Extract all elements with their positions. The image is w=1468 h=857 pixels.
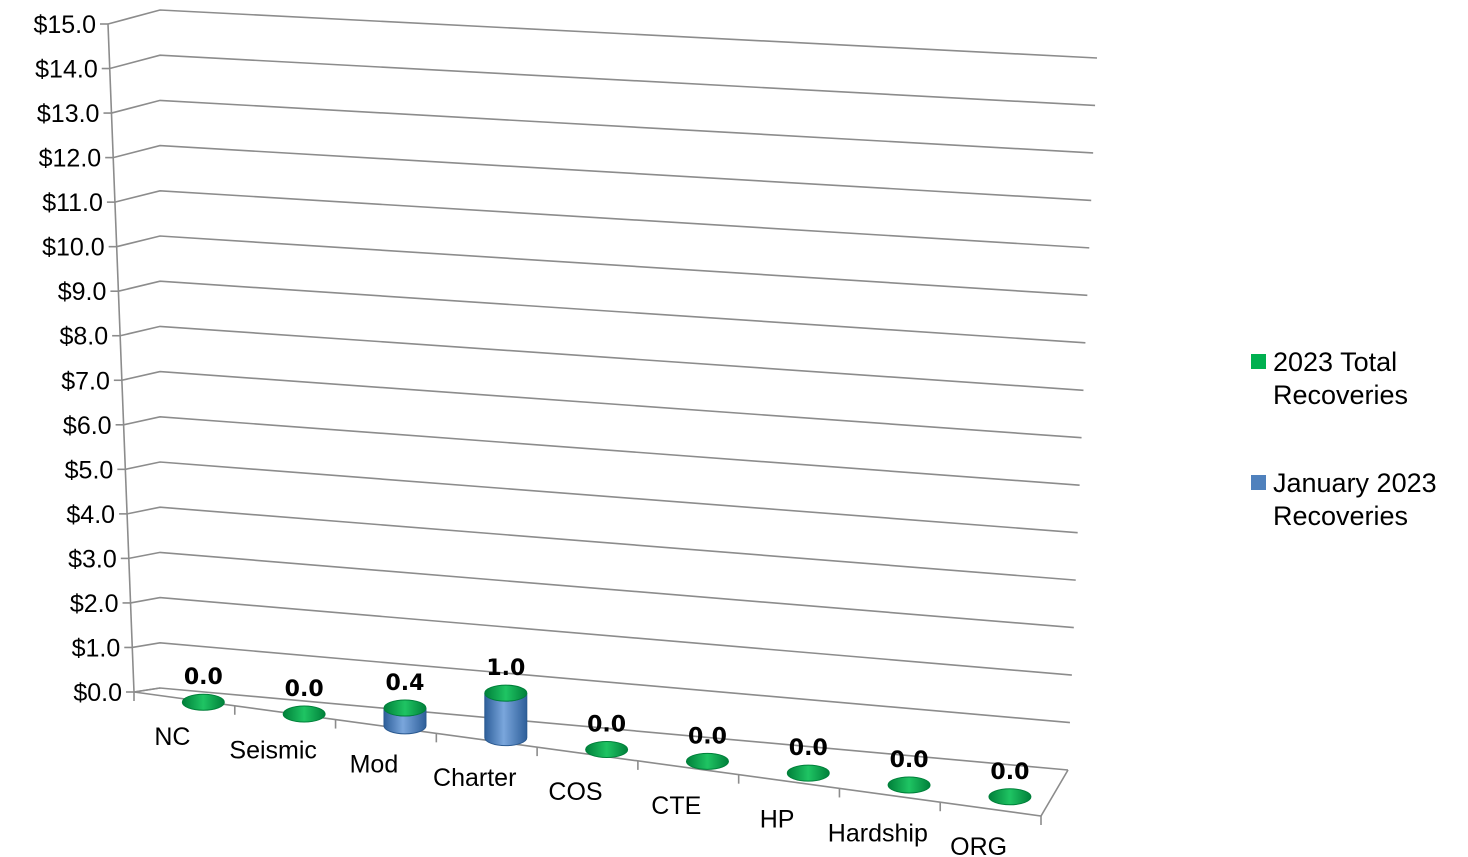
x-category-label: COS (548, 778, 602, 806)
x-category-label: Mod (350, 750, 399, 778)
legend-swatch (1251, 354, 1266, 369)
data-label: 0.0 (285, 677, 324, 702)
y-axis-line (107, 23, 135, 693)
data-label: 0.0 (789, 736, 828, 761)
data-label: 0.4 (385, 671, 424, 696)
gridline (119, 325, 1084, 392)
bar-top-2023-total-recoveries (484, 684, 528, 702)
gridline (130, 596, 1072, 676)
data-label: 0.0 (890, 748, 929, 773)
y-tick-label: $14.0 (35, 56, 98, 84)
gridline (109, 54, 1096, 107)
data-labels: 0.0 0.0 0.4 1.0 0.0 0.0 0.0 0.0 0.0 (184, 656, 1030, 785)
y-tick-label: $9.0 (58, 278, 107, 306)
y-tick-label: $2.0 (70, 590, 119, 618)
x-category-label: Hardship (828, 819, 928, 847)
data-label: 0.0 (990, 760, 1029, 785)
bar-2023-total-recoveries (988, 788, 1032, 806)
x-category-label: CTE (651, 792, 701, 820)
legend-label: 2023 Total (1273, 347, 1397, 377)
y-tick-label: $8.0 (59, 323, 108, 351)
legend-label: Recoveries (1273, 380, 1408, 410)
y-tick-label: $1.0 (72, 634, 121, 662)
x-category-label: Charter (433, 764, 516, 792)
gridline (111, 99, 1094, 154)
gridline (123, 415, 1080, 486)
gridline (116, 235, 1088, 297)
y-tick-label: $7.0 (61, 367, 110, 395)
bars (181, 684, 1032, 806)
bar-2023-total-recoveries (282, 705, 326, 723)
x-category-label: ORG (950, 833, 1007, 857)
y-tick-label: $13.0 (37, 100, 100, 128)
gridline (118, 280, 1086, 344)
bar-2023-total-recoveries (585, 741, 629, 758)
data-label: 1.0 (486, 656, 525, 681)
y-tick-label: $0.0 (73, 679, 122, 707)
data-label: 0.0 (688, 724, 727, 749)
x-category-label: NC (154, 723, 190, 751)
gridline (126, 506, 1076, 581)
gridline (121, 370, 1082, 439)
y-tick-label: $4.0 (66, 501, 115, 529)
legend-swatch (1251, 475, 1266, 490)
bar-2023-total-recoveries (786, 764, 830, 782)
legend-label: January 2023 (1273, 468, 1437, 498)
x-axis-category-labels: NC Seismic Mod Charter COS CTE HP Hardship ORG (133, 692, 1042, 857)
gridlines (107, 9, 1098, 771)
data-label: 0.0 (184, 665, 223, 690)
y-axis-tick-labels: $0.0 $1.0 $2.0 $3.0 $4.0 $5.0 $6.0 $7.0 $8.0 $9.0… (33, 11, 134, 707)
y-tick-label: $11.0 (42, 189, 103, 217)
bar-2023-total-recoveries (685, 752, 729, 770)
floor-edge (133, 687, 161, 693)
y-tick-label: $5.0 (65, 456, 114, 484)
bar-january-2023-recoveries (484, 684, 528, 747)
bar-top-2023-total-recoveries (383, 699, 427, 717)
x-category-label: HP (760, 806, 795, 834)
x-category-label: Seismic (229, 737, 317, 765)
y-tick-label: $6.0 (63, 412, 112, 440)
gridline (132, 641, 1071, 724)
gridline (113, 144, 1092, 202)
legend-label: Recoveries (1273, 501, 1408, 531)
bar-january-2023-recoveries (383, 699, 427, 735)
data-label: 0.0 (587, 713, 626, 738)
gridline (107, 9, 1098, 59)
bar-2023-total-recoveries (887, 776, 931, 794)
gridline (128, 551, 1074, 629)
gridline (114, 189, 1090, 249)
y-tick-label: $10.0 (42, 234, 105, 262)
y-tick-label: $15.0 (33, 11, 96, 39)
bar-2023-total-recoveries (181, 693, 225, 711)
gridline (125, 461, 1078, 534)
y-tick-label: $12.0 (39, 145, 102, 173)
y-tick-label: $3.0 (68, 545, 117, 573)
